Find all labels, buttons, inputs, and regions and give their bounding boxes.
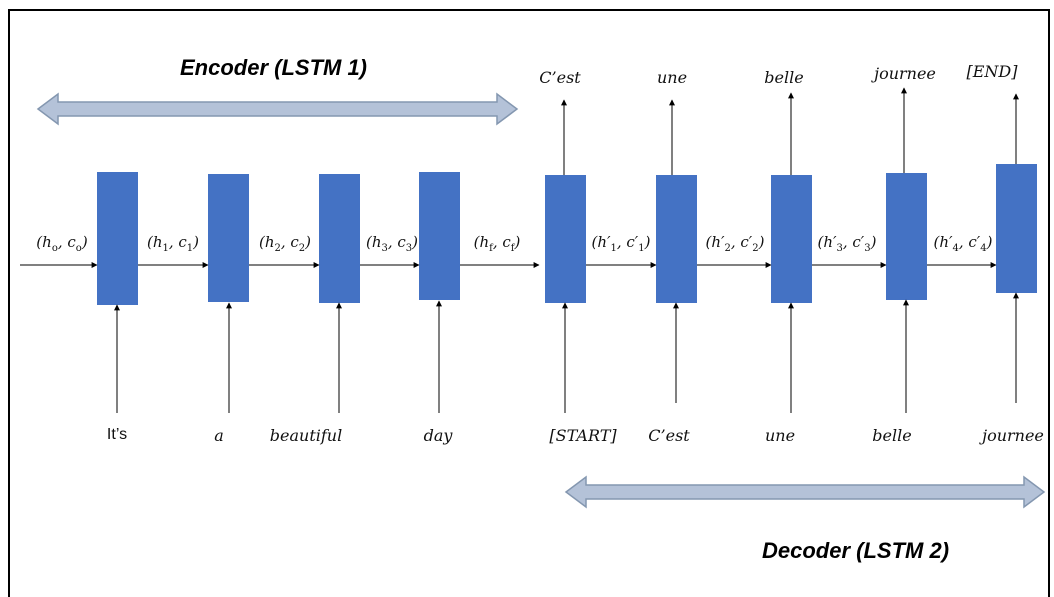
- encoder-span-arrow: [36, 92, 519, 126]
- encoder-lstm-cell: [419, 172, 460, 300]
- hidden-cell-state-label: (h′4, c′4): [933, 233, 993, 254]
- decoder-output-label: [END]: [966, 62, 1018, 81]
- decoder-lstm-cell: [656, 175, 697, 303]
- encoder-lstm-cell: [97, 172, 138, 305]
- hidden-cell-state-label: (hf, cf): [473, 233, 521, 254]
- decoder-lstm-cell: [771, 175, 812, 303]
- encoder-input-label: It’s: [106, 426, 128, 443]
- decoder-input-label: une: [764, 426, 796, 445]
- encoder-lstm-cell: [208, 174, 249, 302]
- decoder-output-label: une: [656, 68, 688, 87]
- decoder-title: Decoder (LSTM 2): [762, 538, 950, 563]
- hidden-cell-state-label: (h1, c1): [146, 233, 200, 254]
- hidden-cell-state-label: (h′3, c′3): [817, 233, 877, 254]
- decoder-output-label: belle: [764, 68, 804, 87]
- decoder-input-label: [START]: [549, 426, 617, 445]
- encoder-input-label: beautiful: [269, 426, 343, 445]
- hidden-cell-state-label: (h′1, c′1): [591, 233, 651, 254]
- encoder-lstm-cell: [319, 174, 360, 303]
- hidden-cell-state-label: (ho, co): [36, 233, 88, 254]
- outer-border: [8, 9, 1050, 597]
- encoder-input-label: a: [214, 426, 224, 445]
- decoder-lstm-cell: [886, 173, 927, 300]
- decoder-input-label: C’est: [648, 426, 690, 445]
- connections: [20, 87, 1019, 413]
- decoder-input-label: journee: [982, 426, 1044, 445]
- decoder-output-label: C’est: [539, 68, 581, 87]
- decoder-span-arrow: [564, 475, 1046, 509]
- encoder-title: Encoder (LSTM 1): [180, 55, 368, 80]
- hidden-cell-state-label: (h3, c3): [365, 233, 419, 254]
- lstm-cells: [97, 164, 1037, 305]
- decoder-output-label: journee: [874, 64, 936, 83]
- hidden-cell-state-label: (h2, c2): [258, 233, 312, 254]
- decoder-lstm-cell: [996, 164, 1037, 293]
- encoder-input-label: day: [423, 426, 453, 445]
- hidden-cell-state-label: (h′2, c′2): [705, 233, 765, 254]
- decoder-input-label: belle: [872, 426, 912, 445]
- decoder-lstm-cell: [545, 175, 586, 303]
